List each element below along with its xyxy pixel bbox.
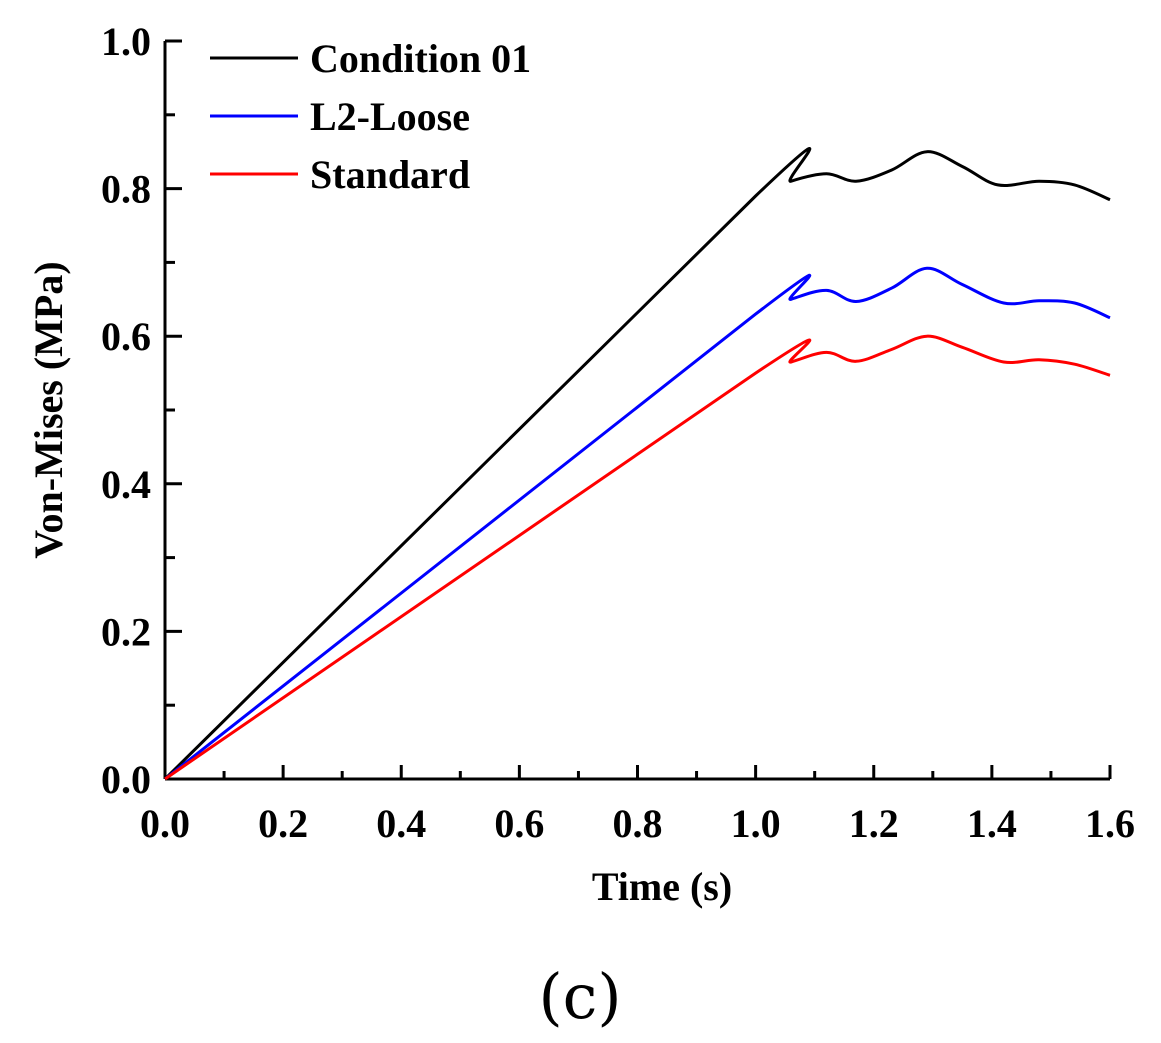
x-tick-label: 0.6 [494,801,544,846]
y-tick-label: 1.0 [101,19,151,64]
x-tick-label: 0.4 [376,801,426,846]
ticks [163,39,1112,781]
series-line-standard [164,334,1111,781]
series-line-condition-01 [163,147,1111,781]
legend-label-condition-01: Condition 01 [310,36,531,81]
series-group [163,147,1111,781]
y-tick-label: 0.6 [101,314,151,359]
x-tick-label: 1.0 [731,801,781,846]
x-tick-label: 0.8 [613,801,663,846]
panel-label: (c) [538,960,621,1033]
y-tick-label: 0.4 [101,462,151,507]
series-line-l2-loose [164,266,1111,781]
tick-labels: 0.0 0.2 0.4 0.6 0.8 1.0 1.2 1.4 1.6 0.0 0.2 0.4 0.6 0… [101,19,1135,846]
x-tick-label: 0.2 [258,801,308,846]
x-tick-label: 1.2 [849,801,899,846]
legend-label-l2-loose: L2-Loose [310,94,470,139]
y-axis-title: Von-Mises (MPa) [26,261,71,558]
x-tick-label: 1.4 [967,801,1017,846]
x-tick-label: 0.0 [140,801,190,846]
y-tick-label: 0.0 [101,757,151,802]
y-tick-label: 0.2 [101,609,151,654]
x-tick-label: 1.6 [1085,801,1135,846]
legend-label-standard: Standard [310,152,470,197]
y-tick-label: 0.8 [101,167,151,212]
legend: Condition 01 L2-Loose Standard [210,36,531,197]
x-axis-title: Time (s) [592,864,732,909]
